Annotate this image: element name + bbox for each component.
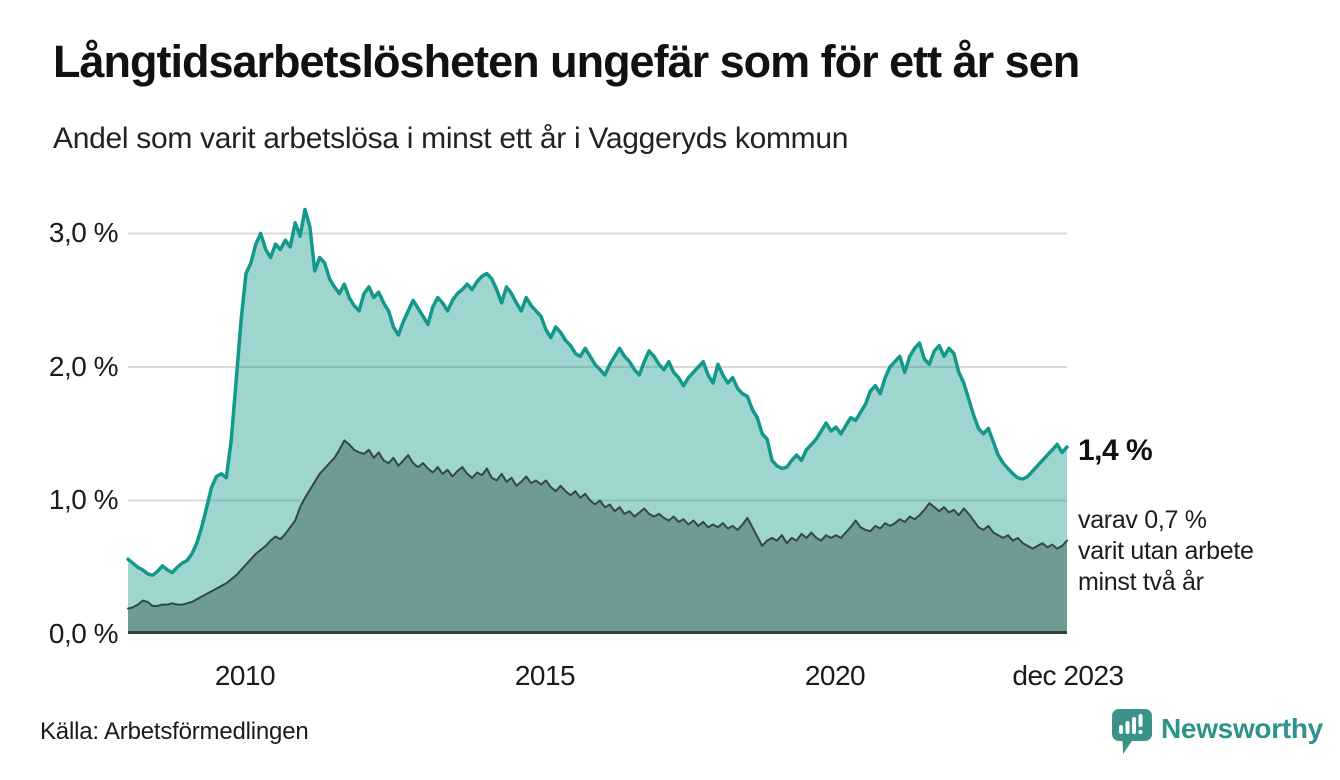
x-tick-2010: 2010 <box>214 660 276 691</box>
newsworthy-logo-icon <box>1112 709 1152 754</box>
secondary-annotation: varav 0,7 % varit utan arbete minst två … <box>1078 505 1254 598</box>
y-tick-2: 2,0 % <box>48 351 119 382</box>
line-minst-ett-ar <box>126 207 1069 578</box>
page-subtitle: Andel som varit arbetslösa i minst ett å… <box>53 122 849 155</box>
newsworthy-logo[interactable]: Newsworthy <box>1112 709 1323 754</box>
y-tick-0: 0,0 % <box>48 618 119 649</box>
page-title: Långtidsarbetslösheten ungefär som för e… <box>53 36 1080 87</box>
latest-value-label: 1,4 % <box>1078 434 1153 467</box>
x-tick-2020: 2020 <box>804 660 866 691</box>
secondary-annotation-line-3: minst två år <box>1078 568 1204 596</box>
area-minst-tva-ar <box>128 440 1067 634</box>
x-tick-2015: 2015 <box>514 660 576 691</box>
y-tick-3: 3,0 % <box>48 217 119 248</box>
chart-svg <box>126 207 1069 634</box>
x-tick-dec-2023: dec 2023 <box>1012 660 1124 691</box>
line-minst-tva-ar <box>127 439 1068 610</box>
y-tick-1: 1,0 % <box>48 484 119 515</box>
secondary-annotation-line-2: varit utan arbete <box>1078 537 1254 565</box>
source-label: Källa: Arbetsförmedlingen <box>40 718 309 745</box>
brand-name: Newsworthy <box>1161 713 1323 744</box>
secondary-annotation-line-1: varav 0,7 % <box>1078 506 1207 534</box>
